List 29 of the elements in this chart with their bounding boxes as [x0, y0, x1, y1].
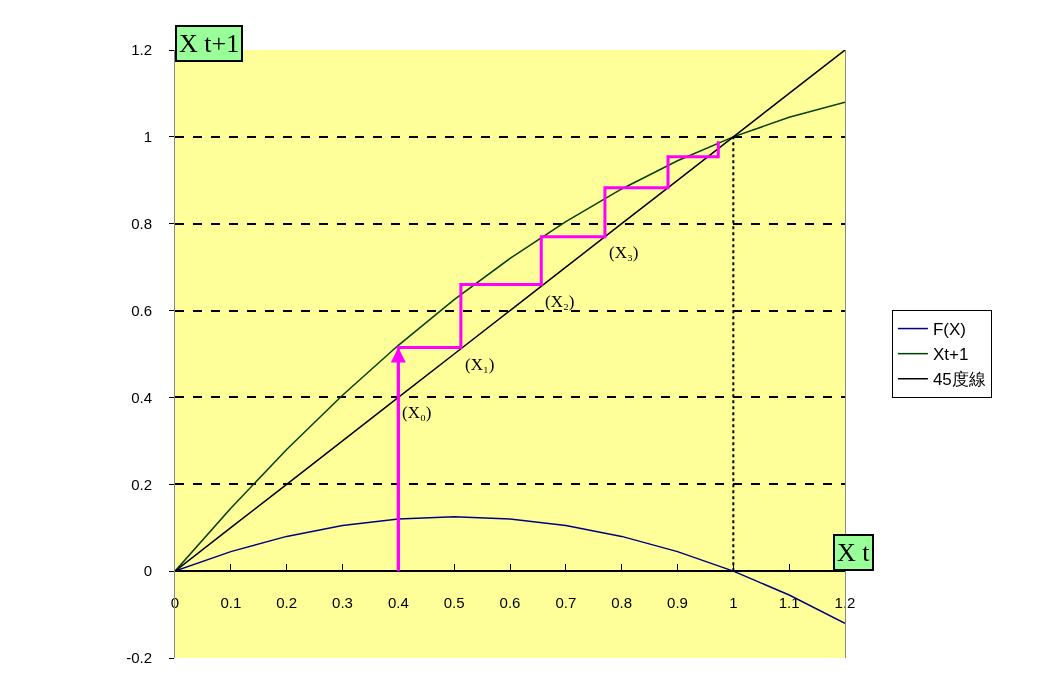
- x-tick-label: 0.7: [555, 594, 577, 612]
- x-tick-label: 1.2: [834, 594, 856, 612]
- y-tick-label: 0.8: [131, 214, 152, 232]
- x-tick-label: 0.4: [387, 594, 409, 612]
- x-tick-label: 0.8: [611, 594, 633, 612]
- legend-label: Xt+1: [932, 345, 969, 365]
- annotation: (X₀): [402, 403, 432, 422]
- y-tick-label: 0.2: [131, 475, 152, 493]
- legend-label: F(X): [932, 320, 966, 340]
- y-axis-title: X t+1: [179, 29, 240, 58]
- x-tick-label: 0.1: [220, 594, 242, 612]
- x-tick-label: 0.5: [443, 594, 465, 612]
- y-tick-label: 0: [143, 562, 152, 580]
- annotation: (X₂): [545, 292, 575, 311]
- annotation: (X₁): [465, 355, 495, 374]
- x-tick-label: 1: [729, 594, 738, 612]
- y-tick-label: 1: [143, 128, 152, 146]
- legend-label: 45度線: [932, 370, 986, 390]
- y-tick-label: -0.2: [126, 649, 152, 667]
- y-tick-label: 0.4: [131, 388, 152, 406]
- annotation: (X₃): [609, 243, 639, 262]
- x-tick-label: 0.9: [667, 594, 688, 612]
- x-axis-title: X t: [837, 538, 871, 567]
- x-tick-label: 0.6: [499, 594, 521, 612]
- y-tick-label: 0.6: [131, 301, 152, 319]
- x-tick-label: 0.3: [332, 594, 353, 612]
- x-tick-label: 1.1: [778, 594, 800, 612]
- y-tick-label: 1.2: [131, 41, 152, 59]
- x-tick-label: 0.2: [276, 594, 298, 612]
